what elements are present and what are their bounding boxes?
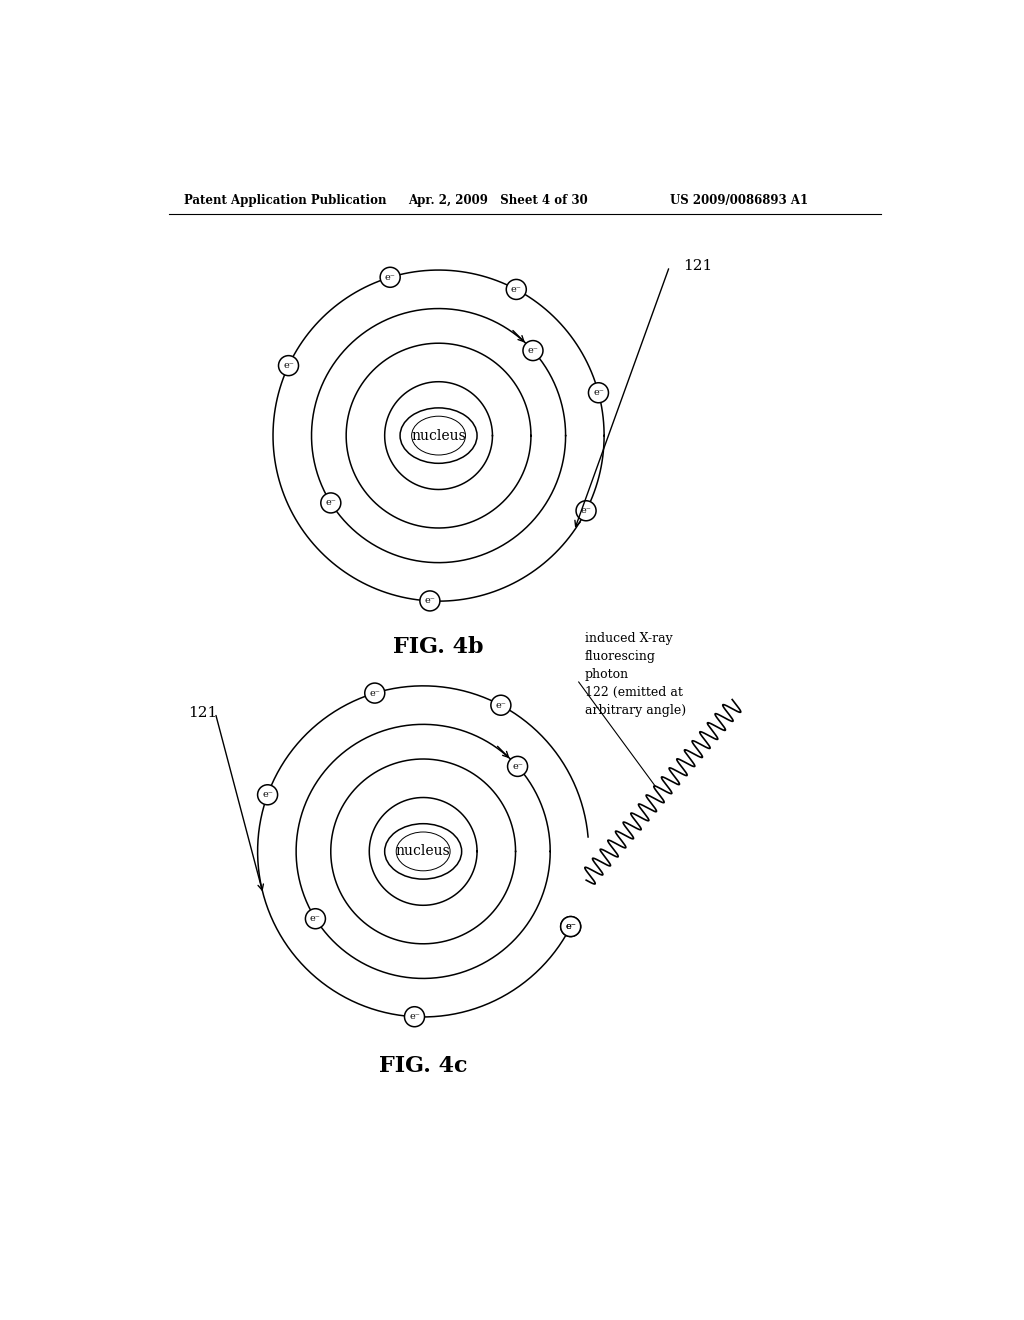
Text: US 2009/0086893 A1: US 2009/0086893 A1	[670, 194, 808, 207]
Text: e⁻: e⁻	[512, 762, 523, 771]
Circle shape	[490, 696, 511, 715]
Text: e⁻: e⁻	[385, 273, 395, 281]
Text: Patent Application Publication: Patent Application Publication	[184, 194, 387, 207]
Text: e⁻: e⁻	[310, 915, 321, 923]
Ellipse shape	[385, 824, 462, 879]
Text: e⁻: e⁻	[581, 507, 592, 515]
Text: e⁻: e⁻	[565, 923, 577, 931]
Circle shape	[506, 280, 526, 300]
Text: nucleus: nucleus	[396, 845, 451, 858]
Text: e⁻: e⁻	[409, 1012, 420, 1022]
Circle shape	[321, 492, 341, 513]
Text: e⁻: e⁻	[593, 388, 604, 397]
Ellipse shape	[400, 408, 477, 463]
Text: e⁻: e⁻	[326, 499, 336, 507]
Text: e⁻: e⁻	[370, 689, 380, 697]
Circle shape	[508, 756, 527, 776]
Text: 121: 121	[188, 706, 217, 719]
Circle shape	[561, 916, 581, 937]
Circle shape	[523, 341, 543, 360]
Circle shape	[577, 500, 596, 521]
Text: e⁻: e⁻	[425, 597, 435, 606]
Circle shape	[258, 785, 278, 805]
Text: FIG. 4b: FIG. 4b	[393, 636, 483, 657]
Text: e⁻: e⁻	[496, 701, 506, 710]
Text: 121: 121	[683, 259, 713, 273]
Circle shape	[380, 267, 400, 288]
Circle shape	[365, 682, 385, 704]
Text: FIG. 4c: FIG. 4c	[379, 1056, 467, 1077]
Circle shape	[589, 383, 608, 403]
Circle shape	[279, 355, 299, 376]
Text: nucleus: nucleus	[412, 429, 466, 442]
Text: e⁻: e⁻	[511, 285, 521, 294]
Circle shape	[404, 1007, 425, 1027]
Text: induced X-ray
fluorescing
photon
122 (emitted at
arbitrary angle): induced X-ray fluorescing photon 122 (em…	[585, 632, 686, 717]
Circle shape	[305, 908, 326, 929]
Ellipse shape	[412, 416, 466, 455]
Ellipse shape	[396, 832, 451, 871]
Text: e⁻: e⁻	[283, 362, 294, 370]
Text: Apr. 2, 2009   Sheet 4 of 30: Apr. 2, 2009 Sheet 4 of 30	[408, 194, 588, 207]
Text: e⁻: e⁻	[527, 346, 539, 355]
Circle shape	[561, 916, 581, 937]
Circle shape	[420, 591, 440, 611]
Text: e⁻: e⁻	[262, 791, 273, 800]
Text: e⁻: e⁻	[565, 923, 577, 931]
